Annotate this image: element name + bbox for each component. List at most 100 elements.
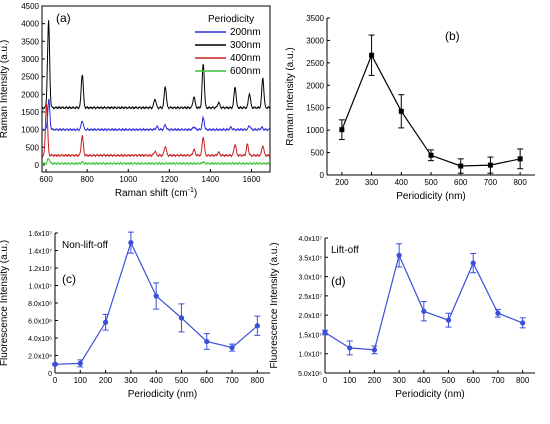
x-tick-label: 200 — [99, 376, 113, 385]
y-tick-label: 4500 — [21, 2, 39, 11]
x-tick-label: 1000 — [119, 175, 137, 184]
y-tick-label: 2.0x10⁷ — [298, 313, 322, 320]
y-tick-label: 1.5x10⁷ — [298, 332, 322, 339]
x-axis-label: Periodicity (nm) — [396, 191, 465, 202]
y-tick-label: 3.0x10⁷ — [298, 275, 322, 282]
x-tick-label: 1400 — [202, 175, 220, 184]
y-tick-label: 500 — [26, 143, 40, 152]
x-tick-label: 800 — [513, 178, 527, 187]
x-tick-label: 200 — [368, 376, 382, 385]
y-tick-label: 3.5x10⁷ — [298, 255, 322, 262]
y-tick-label: 4000 — [21, 20, 39, 29]
panel-label: (a) — [56, 11, 71, 25]
x-axis-label: Periodicity (nm) — [395, 389, 464, 400]
data-point — [487, 162, 493, 168]
data-point — [254, 323, 260, 329]
y-tick-label: 0 — [35, 161, 40, 170]
y-axis-label: Raman Intensity (a.u.) — [285, 47, 296, 145]
y-tick-label: 6.0x10⁶ — [28, 319, 52, 326]
data-point — [322, 329, 328, 336]
y-tick-label: 2.0x10⁶ — [28, 354, 52, 361]
data-point — [445, 317, 452, 323]
y-tick-label: 3500 — [306, 14, 324, 23]
data-point — [517, 156, 523, 162]
data-point — [339, 127, 345, 133]
panel-label: (c) — [62, 272, 76, 286]
x-tick-label: 800 — [81, 175, 95, 184]
panel-label: (d) — [331, 274, 346, 288]
x-tick-label: 700 — [484, 178, 498, 187]
x-tick-label: 800 — [251, 376, 265, 385]
panel-annotation: Lift-off — [331, 245, 359, 256]
y-tick-label: 2500 — [306, 59, 324, 68]
data-point — [128, 240, 134, 246]
y-tick-label: 0 — [320, 171, 325, 180]
x-tick-label: 400 — [149, 376, 163, 385]
y-tick-label: 1000 — [306, 126, 324, 135]
data-point — [229, 345, 235, 351]
x-axis-label-text: Periodicity (nm) — [395, 389, 464, 400]
y-axis-label: Raman Intensity (a.u.) — [0, 40, 10, 138]
x-tick-label: 400 — [417, 376, 431, 385]
x-tick-label: 600 — [200, 376, 214, 385]
y-tick-label: 1.2x10⁷ — [28, 266, 52, 273]
y-tick-label: 1500 — [21, 108, 39, 117]
y-tick-label: 2000 — [21, 90, 39, 99]
data-point — [470, 260, 476, 266]
x-tick-label: 300 — [392, 376, 406, 385]
data-point — [77, 360, 83, 366]
y-tick-label: 1.4x10⁷ — [28, 249, 52, 256]
x-tick-label: 200 — [335, 178, 349, 187]
x-tick-label: 600 — [467, 376, 481, 385]
x-tick-label: 1200 — [160, 175, 178, 184]
data-point — [204, 338, 210, 345]
x-tick-label: 600 — [454, 178, 468, 187]
y-tick-label: 5.0x10⁶ — [298, 371, 322, 378]
data-point — [421, 308, 427, 314]
y-tick-label: 1.6x10⁷ — [28, 231, 52, 238]
y-tick-label: 4.0x10⁶ — [28, 336, 52, 343]
panel-b: 0 500 1000 1500 2000 2500 3000 3500 200 300 400 500… — [285, 14, 535, 202]
legend-label: 200nm — [230, 27, 261, 38]
series-line-200nm — [42, 98, 270, 132]
data-point — [428, 152, 434, 158]
y-tick-label: 1.0x10⁷ — [298, 352, 322, 359]
x-tick-label: 1600 — [243, 175, 261, 184]
data-point — [102, 319, 109, 325]
y-tick-label: 1.0x10⁷ — [28, 284, 52, 291]
x-tick-label: 600 — [39, 175, 53, 184]
y-tick-label: 2500 — [21, 73, 39, 82]
x-tick-label: 500 — [442, 376, 456, 385]
x-tick-label: 700 — [225, 376, 239, 385]
series-line-400nm — [42, 103, 270, 158]
x-axis-label: Raman shift (cm-1) — [115, 187, 197, 199]
legend-label: 400nm — [230, 53, 261, 64]
legend-title: Periodicity — [208, 14, 254, 25]
x-tick-label: 0 — [53, 376, 58, 385]
x-axis-label: Periodicity (nm) — [128, 389, 197, 400]
x-tick-label: 300 — [124, 376, 138, 385]
x-axis-label-text: Raman shift (cm — [115, 188, 188, 199]
data-point — [178, 315, 185, 321]
y-tick-label: 1000 — [21, 126, 39, 135]
y-tick-label: 0 — [48, 371, 52, 378]
panel-d: 5.0x10⁶ 1.0x10⁷ 1.5x10⁷ 2.0x10⁷ 2.5x10⁷ 3.0x1… — [269, 236, 535, 400]
panel-annotation: Non-lift-off — [62, 240, 108, 251]
x-axis-label-text: Periodicity (nm) — [128, 389, 197, 400]
y-tick-label: 4.0x10⁷ — [298, 236, 322, 243]
x-tick-label: 100 — [343, 376, 357, 385]
y-tick-label: 8.0x10⁶ — [28, 301, 52, 308]
x-axis-label-sup: -1 — [188, 187, 194, 194]
x-tick-label: 400 — [395, 178, 409, 187]
data-point — [52, 361, 58, 367]
y-tick-label: 2000 — [306, 81, 324, 90]
x-tick-label: 500 — [175, 376, 189, 385]
data-point — [398, 108, 404, 114]
x-axis-label-end: ) — [194, 188, 197, 199]
y-tick-label: 1500 — [306, 104, 324, 113]
data-point — [396, 252, 402, 258]
plot-frame — [41, 5, 271, 173]
data-point — [458, 163, 464, 169]
x-tick-label: 300 — [365, 178, 379, 187]
